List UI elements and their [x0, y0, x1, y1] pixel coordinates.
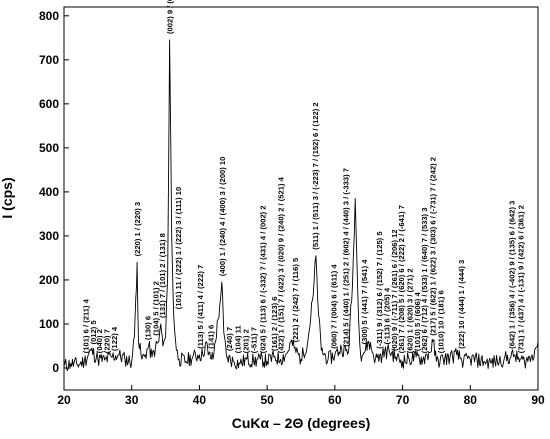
y-tick-label: 800 [39, 9, 59, 23]
y-tick-label: 0 [52, 361, 59, 375]
y-axis-title: I (cps) [0, 177, 15, 218]
peak-label: (222) 10 / (444) 1 / (444) 3 [457, 260, 466, 349]
y-tick-label: 500 [39, 141, 59, 155]
peak-label: (-113) 6 / (205) 4 [382, 287, 391, 344]
peak-label: (214) 5 / (440) 1 / (251) 2 / (602) 4 / … [342, 168, 351, 347]
peak-label: (012) 5 [89, 320, 98, 345]
x-tick-label: 60 [328, 393, 342, 407]
diffraction-trace [63, 39, 539, 372]
peak-label: (400) 1 / (240) 4 / (400) 3 / (200) 10 [218, 157, 227, 276]
peak-label: (511) 1 / (511) 3 / (-223) 7 / (152) 6 /… [311, 102, 320, 249]
y-tick-label: 600 [39, 97, 59, 111]
peak-label: (261) 7 / (208) 5 / (620) 6 / (222) 2 / … [397, 205, 406, 353]
peak-label: (1010) 10 / (181) 6 [437, 290, 446, 353]
peak-label: (217) 5 / (622) 1 / (622) 3 / (303) 6 / … [428, 157, 437, 336]
peak-label: (130) 6 [143, 316, 152, 340]
peak-label: (161) 2 / (123) 6 [270, 297, 279, 351]
plot-frame [63, 6, 539, 391]
y-tick-label: 100 [39, 317, 59, 331]
peak-label: (240) 7 [225, 327, 234, 351]
peak-label: (620) 1 / (620) 3 / (271) 2 [405, 268, 414, 353]
x-tick-label: 20 [57, 393, 71, 407]
peak-label: (122) 4 [110, 326, 119, 351]
peak-label: (060) 7 / (004) 6 / (611) 4 [330, 264, 339, 349]
y-tick-label: 400 [39, 185, 59, 199]
x-tick-label: 30 [125, 393, 139, 407]
peak-label: (220) 1 / (220) 3 [133, 202, 142, 256]
y-tick-label: 300 [39, 229, 59, 243]
ticks-group: 20 30 40 50 60 70 80 90 0 100 200 300 400 500 600 700 80… [39, 9, 545, 407]
peak-label: (024) 5 / (113) 6 / (-332) 7 / (431) 4 /… [258, 205, 267, 353]
peak-label: (221) 2 / (242) 7 / (116) 5 [291, 257, 300, 342]
peak-label: (-311) 9 / (312) 6 / (152) 7 / (125) 5 [375, 231, 384, 349]
y-tick-label: 700 [39, 53, 59, 67]
peak-label: (113) 5 / (411) 4 / (222) 7 [196, 265, 205, 349]
peak-label-group: (101) 6 / (211) 4(012) 5(040) 2(220) 7(1… [82, 0, 526, 353]
peak-label: (141) 6 [206, 325, 215, 349]
x-tick-label: 40 [193, 393, 207, 407]
x-tick-label: 80 [464, 393, 478, 407]
x-tick-label: 50 [260, 393, 274, 407]
peak-label: (-511) 7 [250, 327, 259, 353]
peak-label: (220) 7 [103, 329, 112, 353]
axes-group [63, 6, 539, 391]
x-tick-label: 90 [531, 393, 545, 407]
peak-label: (131) 7 / (101) 2 / (131) 8 [158, 233, 167, 318]
peak-label: (300) 5 / (441) 7 / (541) 4 [360, 259, 369, 345]
peak-label: (642) 1 / (356) 4 / (-402) 9 / (135) 6 /… [508, 201, 517, 349]
peak-label: (1010) 5 / (606) 4 [413, 292, 422, 351]
x-tick-label: 70 [396, 393, 410, 407]
peak-label: (101) 6 / (211) 4 [82, 298, 91, 353]
peak-label: (020) 9 / (-711) 7 / (261) 6 / (206) 12 [390, 229, 399, 351]
y-tick-label: 200 [39, 273, 59, 287]
peak-label: (040) 2 [95, 329, 104, 353]
peak-label: (262) 6 / (712) 4 / (533) 1 / (640) 7 / … [420, 208, 429, 354]
peak-label: (101) 11 / (222) 1 / (222) 3 / (111) 10 [174, 187, 183, 309]
peak-label: (422) 1 / (151) 7 / (422) 3 / (020) 9 / … [277, 176, 286, 353]
x-axis-title: CuKα – 2Θ (degrees) [232, 415, 371, 431]
peak-label: (201) 2 [242, 329, 251, 353]
trace-group [63, 39, 539, 372]
peak-label: (104) 5 / (101) 2 [151, 281, 160, 335]
peak-label: (731) 1 / (437) 4 / (-131) 9 / (422) 6 /… [516, 205, 525, 353]
peak-label: (002) 9 / (041) 2 / (311) 1 / (110) 5 / … [166, 0, 175, 34]
peak-label: (104) 11 [233, 325, 242, 354]
